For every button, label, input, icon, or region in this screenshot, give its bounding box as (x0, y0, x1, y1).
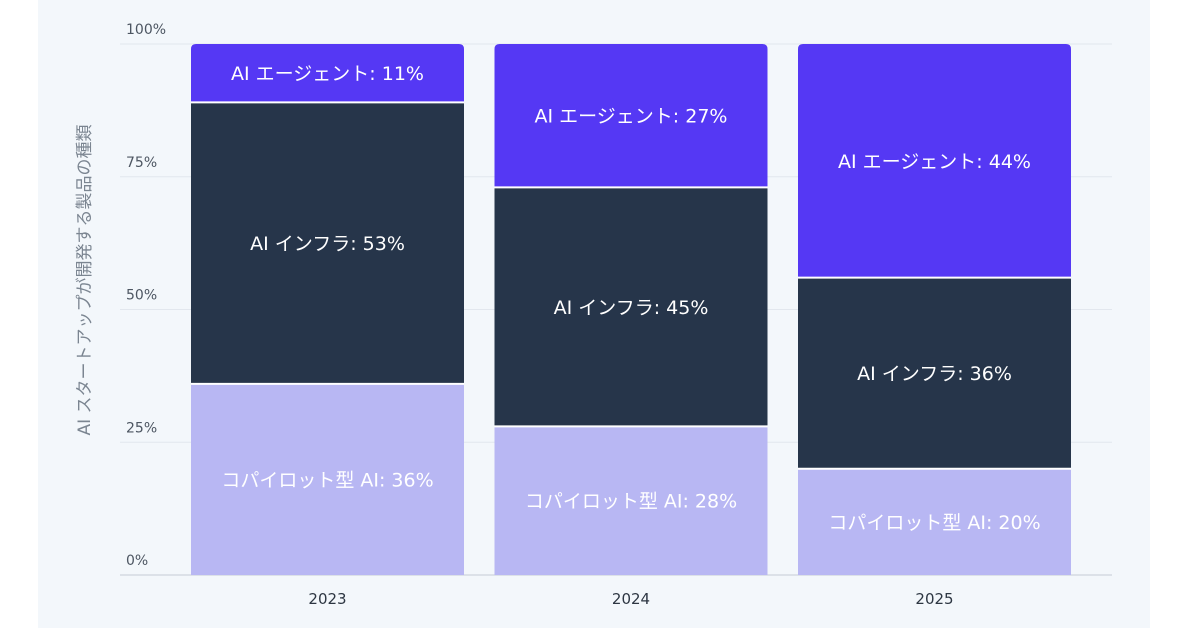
data-label: コパイロット型 AI: 36% (221, 469, 433, 491)
bar-segment-group: コパイロット型 AI: 20% (798, 468, 1071, 575)
data-label: AI インフラ: 53% (250, 233, 405, 255)
x-tick-label: 2023 (308, 590, 346, 608)
bar-segment-group: AI エージェント: 44% (798, 44, 1071, 279)
bar-segment (494, 187, 768, 427)
x-tick-label: 2025 (915, 590, 953, 608)
data-label: AI インフラ: 36% (857, 363, 1012, 385)
bar-segment (798, 44, 1071, 278)
y-tick-label: 75% (126, 155, 157, 171)
bar-segment-group: AI インフラ: 53% (191, 102, 464, 385)
bar-segment-group: コパイロット型 AI: 36% (191, 383, 464, 575)
bar-segment-group: AI エージェント: 11% (191, 44, 464, 104)
bar-segment (191, 383, 464, 575)
y-tick-label: 100% (126, 22, 166, 38)
data-label: コパイロット型 AI: 20% (828, 512, 1040, 534)
bar-segment (191, 44, 464, 103)
x-tick-labels: 2023 2024 2025 (308, 590, 953, 608)
y-axis-label: AI スタートアップが開発する製品の種類 (75, 124, 95, 435)
bar-segment-group: AI エージェント: 27% (494, 44, 768, 189)
data-label: コパイロット型 AI: 28% (525, 491, 737, 513)
bar-segment (494, 426, 768, 575)
y-tick-label: 25% (126, 420, 157, 436)
bar-segment (798, 277, 1071, 469)
bar-segment-group: AI インフラ: 45% (494, 187, 768, 428)
bar-segment (798, 468, 1071, 575)
data-label: AI エージェント: 44% (838, 151, 1031, 173)
y-tick-label: 0% (126, 553, 148, 569)
data-label: AI エージェント: 11% (231, 63, 424, 85)
x-tick-label: 2024 (612, 590, 650, 608)
data-label: AI エージェント: 27% (535, 106, 728, 128)
bar-segment (494, 44, 768, 188)
bars: コパイロット型 AI: 36% AI インフラ: 53% AI エージェント: 11… (191, 44, 1071, 575)
y-tick-label: 50% (126, 288, 157, 304)
bar-segment-group: コパイロット型 AI: 28% (494, 426, 768, 575)
y-tick-labels: 0% 25% 50% 75% 100% (126, 22, 166, 569)
bar-segment-group: AI インフラ: 36% (798, 277, 1071, 470)
data-label: AI インフラ: 45% (554, 297, 709, 319)
bar-segment (191, 102, 464, 384)
